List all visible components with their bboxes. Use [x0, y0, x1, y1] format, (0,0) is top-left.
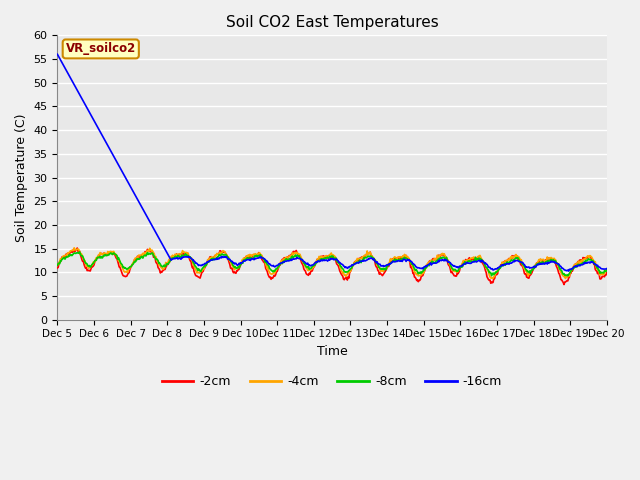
Y-axis label: Soil Temperature (C): Soil Temperature (C): [15, 113, 28, 242]
Legend: -2cm, -4cm, -8cm, -16cm: -2cm, -4cm, -8cm, -16cm: [157, 370, 508, 393]
X-axis label: Time: Time: [317, 345, 348, 358]
Text: VR_soilco2: VR_soilco2: [66, 42, 136, 56]
Title: Soil CO2 East Temperatures: Soil CO2 East Temperatures: [226, 15, 438, 30]
